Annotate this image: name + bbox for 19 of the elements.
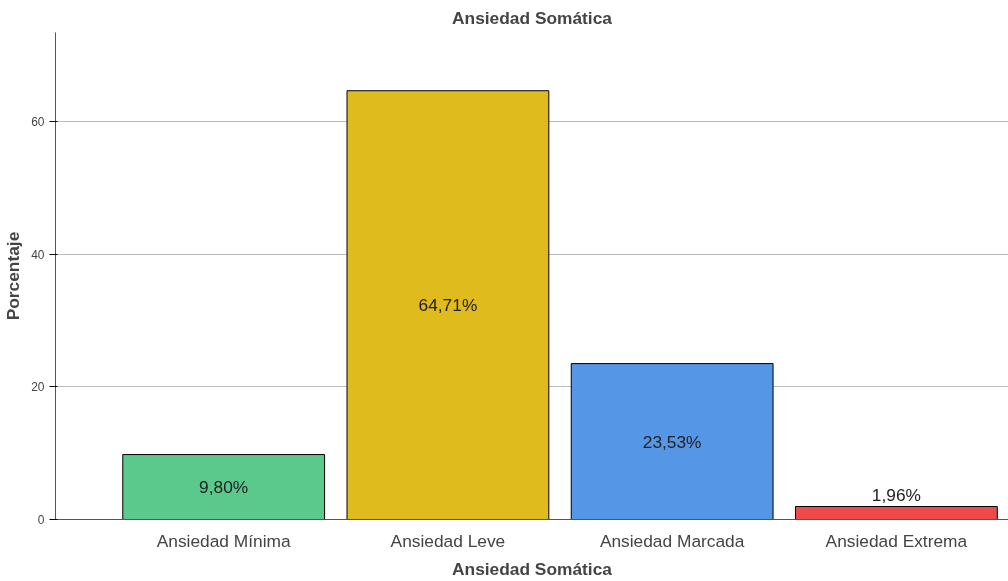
chart-title: Ansiedad Somática — [452, 7, 613, 28]
x-tick-label: Ansiedad Extrema — [825, 530, 968, 551]
x-tick-label: Ansiedad Marcada — [599, 530, 745, 551]
x-tick-label: Ansiedad Leve — [390, 530, 506, 551]
y-tick-label: 20 — [31, 380, 45, 395]
data-label: 1,96% — [871, 484, 921, 505]
data-label: 23,53% — [642, 431, 702, 452]
x-tick-label: Ansiedad Mínima — [156, 530, 291, 551]
y-tick-label: 40 — [31, 247, 45, 262]
y-tick-label: 60 — [31, 115, 45, 130]
bar — [346, 90, 550, 520]
y-tick-label: 0 — [37, 513, 45, 527]
x-axis-title: Ansiedad Somática — [452, 558, 613, 579]
bar — [570, 363, 774, 520]
y-axis-title: Porcentaje — [3, 231, 24, 321]
bar — [794, 506, 998, 520]
data-label: 64,71% — [418, 295, 478, 316]
bar — [122, 454, 326, 520]
data-label: 9,80% — [199, 477, 249, 498]
